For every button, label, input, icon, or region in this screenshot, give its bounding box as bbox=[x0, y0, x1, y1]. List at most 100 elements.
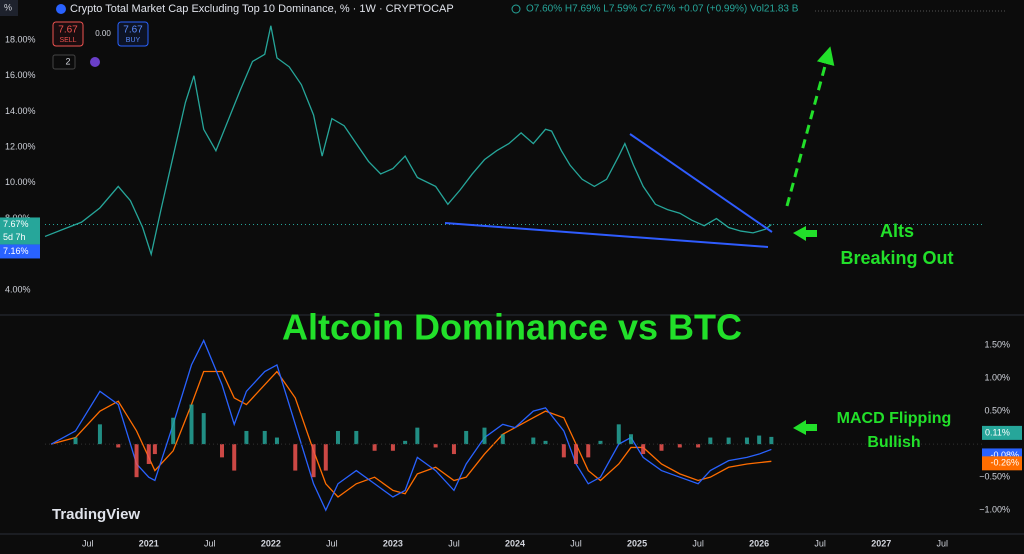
price-badge bbox=[982, 425, 1022, 440]
histogram-bar bbox=[244, 430, 249, 445]
price-line bbox=[44, 25, 772, 257]
y-tick-label: −1.00% bbox=[979, 505, 1010, 515]
price-badge-label: -0.26% bbox=[990, 458, 1019, 468]
x-tick-label: 2024 bbox=[505, 538, 525, 548]
histogram-bar bbox=[616, 424, 621, 445]
histogram-bar bbox=[415, 427, 420, 445]
price-badge bbox=[982, 456, 1022, 471]
histogram-bar bbox=[769, 436, 774, 445]
corner-label: % bbox=[4, 2, 12, 12]
histogram-bar bbox=[696, 444, 701, 448]
histogram-bar bbox=[171, 417, 176, 445]
histogram-bar bbox=[354, 430, 359, 445]
histogram-bar bbox=[97, 424, 102, 445]
price-badge-label: 7.67% bbox=[3, 219, 29, 229]
histogram-bar bbox=[677, 444, 682, 448]
y-tick-label: 4.00% bbox=[5, 284, 31, 294]
histogram-bar bbox=[659, 444, 664, 451]
x-tick-label: Jul bbox=[692, 538, 704, 548]
histogram-bar bbox=[152, 444, 157, 455]
x-tick-label: 2021 bbox=[139, 538, 159, 548]
histogram-bar bbox=[274, 437, 279, 445]
price-badge bbox=[0, 244, 40, 259]
macd-note-2: Bullish bbox=[867, 434, 920, 451]
indicator-icon[interactable] bbox=[90, 57, 100, 67]
y-tick-label: 18.00% bbox=[5, 34, 36, 44]
macd-note-1: MACD Flipping bbox=[837, 410, 952, 427]
spread: 0.00 bbox=[95, 29, 111, 38]
status-icon bbox=[511, 4, 521, 14]
histogram-bar bbox=[757, 435, 762, 445]
price-badge-label: 5d 7h bbox=[3, 232, 26, 242]
histogram-bar bbox=[543, 440, 548, 445]
x-tick-label: Jul bbox=[326, 538, 338, 548]
x-tick-label: Jul bbox=[937, 538, 949, 548]
sell-price: 7.67 bbox=[58, 25, 78, 36]
sell-label: SELL bbox=[59, 37, 76, 44]
histogram-bar bbox=[73, 437, 78, 445]
price-badge bbox=[0, 230, 40, 245]
symbol-icon bbox=[56, 4, 66, 14]
x-tick-label: 2025 bbox=[627, 538, 647, 548]
histogram-bar bbox=[561, 444, 566, 458]
histogram-bar bbox=[574, 444, 579, 464]
histogram-bar bbox=[433, 444, 438, 448]
histogram-bar bbox=[372, 444, 377, 451]
breakout-line-2: Breaking Out bbox=[840, 248, 953, 268]
buy-price: 7.67 bbox=[123, 25, 143, 36]
macd-line bbox=[50, 370, 772, 498]
breakout-pointer bbox=[793, 226, 817, 241]
histogram-bar bbox=[335, 430, 340, 445]
histogram-bar bbox=[403, 440, 408, 445]
sell-button[interactable] bbox=[52, 21, 84, 47]
x-tick-label: Jul bbox=[448, 538, 460, 548]
buy-button[interactable] bbox=[117, 21, 149, 47]
y-tick-label: 12.00% bbox=[5, 142, 36, 152]
x-tick-label: Jul bbox=[814, 538, 826, 548]
histogram-bar bbox=[500, 434, 505, 445]
histogram-bar bbox=[146, 444, 151, 464]
histogram-bar bbox=[201, 413, 206, 445]
wedge-upper bbox=[629, 133, 773, 233]
histogram-bar bbox=[262, 430, 267, 445]
indicator-count: 2 bbox=[65, 56, 70, 66]
price-badge-label: -0.08% bbox=[990, 450, 1019, 460]
brand: TradingView bbox=[52, 506, 140, 523]
y-tick-label: 16.00% bbox=[5, 70, 36, 80]
corner-box bbox=[0, 0, 18, 16]
y-tick-label: 14.00% bbox=[5, 106, 36, 116]
histogram-bar bbox=[586, 444, 591, 458]
histogram-bar bbox=[189, 404, 194, 445]
symbol-title[interactable]: Crypto Total Market Cap Excluding Top 10… bbox=[70, 3, 454, 15]
x-tick-label: 2026 bbox=[749, 538, 769, 548]
y-tick-label: 1.50% bbox=[984, 339, 1010, 349]
histogram-bar bbox=[323, 444, 328, 471]
histogram-bar bbox=[726, 437, 731, 445]
histogram-bar bbox=[482, 427, 487, 445]
histogram-bar bbox=[293, 444, 298, 471]
histogram-bar bbox=[311, 444, 316, 478]
x-tick-label: 2023 bbox=[383, 538, 403, 548]
histogram-bar bbox=[116, 444, 121, 448]
price-badge bbox=[0, 217, 40, 232]
indicator-count-box[interactable] bbox=[52, 54, 76, 70]
breakout-line-1: Alts bbox=[880, 221, 914, 241]
macd-pointer bbox=[793, 420, 817, 435]
histogram-bar bbox=[708, 437, 713, 445]
x-tick-label: 2027 bbox=[871, 538, 891, 548]
buy-label: BUY bbox=[126, 37, 141, 44]
histogram-bar bbox=[641, 444, 646, 455]
histogram-bar bbox=[531, 437, 536, 445]
histogram-bar bbox=[232, 444, 237, 471]
x-tick-label: Jul bbox=[82, 538, 94, 548]
histogram-bar bbox=[390, 444, 395, 451]
macd-line bbox=[50, 338, 772, 512]
price-badge-label: 0.11% bbox=[985, 427, 1010, 437]
price-badge-label: 7.16% bbox=[3, 246, 29, 256]
breakout-arrow bbox=[785, 46, 835, 207]
histogram-bar bbox=[598, 440, 603, 445]
wedge-lower bbox=[444, 222, 769, 248]
ohlc: O7.60% H7.69% L7.59% C7.67% +0.07 (+0.99… bbox=[526, 4, 799, 15]
x-tick-label: Jul bbox=[570, 538, 582, 548]
